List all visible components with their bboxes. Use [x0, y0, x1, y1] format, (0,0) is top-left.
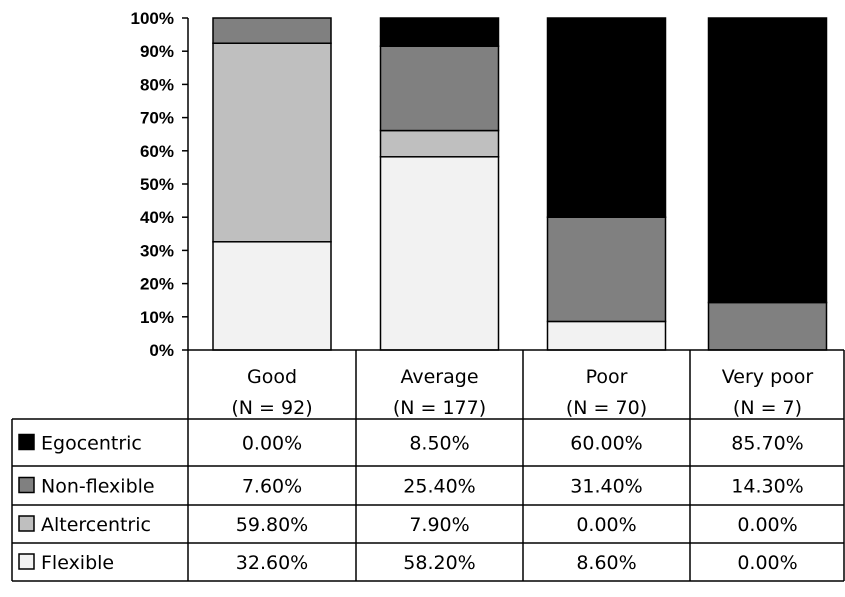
table-cell-flexible: 8.60%	[576, 552, 636, 574]
table-cell-flexible: 32.60%	[236, 552, 308, 574]
table-cell-non-flexible: 14.30%	[731, 476, 803, 498]
bar-segment-non-flexible-average	[379, 45, 500, 132]
bar-segment-non-flexible-poor	[546, 216, 667, 323]
category-n-label: (N = 177)	[393, 397, 486, 419]
table-cell-flexible: 0.00%	[737, 552, 797, 574]
y-axis: 0% 10% 20% 30% 40% 50% 60% 70% 80% 90% 100%	[131, 9, 189, 360]
legend-label-non-flexible: Non-flexible	[41, 476, 155, 498]
category-label: Good	[247, 366, 297, 388]
table-cell-non-flexible: 7.60%	[242, 476, 302, 498]
bar-segment-non-flexible-good	[212, 17, 332, 44]
y-tick-label: 60%	[140, 142, 174, 161]
legend-swatch-non-flexible	[18, 476, 35, 494]
legend-swatch-altercentric	[18, 515, 35, 532]
table-cell-altercentric: 0.00%	[737, 514, 797, 536]
table-cell-egocentric: 60.00%	[570, 433, 642, 455]
y-tick-label: 40%	[140, 208, 174, 227]
y-tick-label: 70%	[140, 109, 174, 128]
bars-layer	[212, 17, 828, 351]
table-cell-altercentric: 0.00%	[576, 514, 636, 536]
category-n-label: (N = 70)	[566, 397, 647, 419]
bar-segment-non-flexible-very-poor	[707, 301, 828, 351]
bar-segment-egocentric-very-poor	[707, 17, 828, 304]
y-tick-label: 80%	[140, 75, 174, 94]
bar-segment-egocentric-poor	[546, 17, 667, 218]
table-cell-egocentric: 0.00%	[242, 433, 302, 455]
bar-segment-flexible-poor	[546, 320, 667, 351]
bar-segment-flexible-average	[379, 156, 500, 351]
y-tick-label: 0%	[149, 341, 174, 360]
legend-label-altercentric: Altercentric	[41, 514, 151, 536]
y-tick-label: 30%	[140, 241, 174, 260]
category-n-label: (N = 7)	[733, 397, 802, 419]
data-table: Good (N = 92) Average (N = 177) Poor (N = 70)…	[11, 349, 845, 582]
bar-segment-flexible-good	[212, 241, 332, 351]
y-tick-label: 10%	[140, 308, 174, 327]
bar-segment-altercentric-good	[212, 42, 332, 243]
legend-swatch-egocentric	[18, 433, 35, 451]
y-tick-label: 100%	[131, 9, 174, 28]
category-label: Poor	[586, 366, 628, 388]
category-label: Average	[400, 366, 478, 388]
table-cell-egocentric: 8.50%	[409, 433, 469, 455]
y-tick-label: 50%	[140, 175, 174, 194]
legend-swatch-flexible	[18, 553, 35, 570]
legend-label-flexible: Flexible	[41, 552, 114, 574]
y-tick-label: 90%	[140, 42, 174, 61]
table-cell-non-flexible: 25.40%	[403, 476, 475, 498]
y-tick-label: 20%	[140, 275, 174, 294]
bar-segment-altercentric-average	[379, 129, 500, 158]
category-n-label: (N = 92)	[231, 397, 312, 419]
table-cell-altercentric: 59.80%	[236, 514, 308, 536]
table-cell-altercentric: 7.90%	[409, 514, 469, 536]
category-label: Very poor	[722, 366, 814, 388]
legend-label-egocentric: Egocentric	[41, 433, 142, 455]
table-cell-egocentric: 85.70%	[731, 433, 803, 455]
bar-segment-egocentric-average	[379, 17, 500, 47]
table-cell-flexible: 58.20%	[403, 552, 475, 574]
table-cell-non-flexible: 31.40%	[570, 476, 642, 498]
